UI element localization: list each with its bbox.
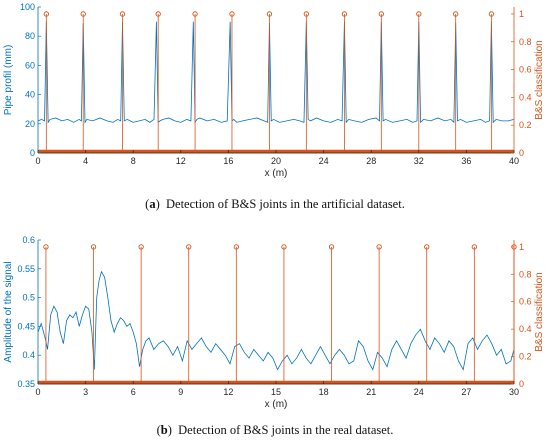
x-tick-label: 24 [319,156,329,166]
stem-marker [119,11,126,17]
stem-marker [80,11,86,17]
panel-b-chart: 0 3 6 9 12 15 18 21 24 27 30 0.35 0.4 0.45 0.5 0.55 0.6 0… [3,235,545,410]
x-tick-label: 0 [35,387,40,397]
y-left-tick-label: 0 [30,148,35,158]
stem-marker [341,11,348,17]
stem-marker [186,244,192,250]
y-right-tick-label: 1 [519,9,524,19]
y-left-tick-label: 60 [25,60,35,70]
x-tick-label: 30 [509,387,519,397]
y-left-tick-label: 0.5 [22,293,35,303]
x-tick-label: 0 [35,156,40,166]
x-tick-label: 21 [366,387,376,397]
x-tick-label: 4 [83,156,88,166]
stem-marker [192,11,198,17]
caption-a: (a) Detection of B&S joints in the artif… [145,197,405,211]
x-tick-label: 16 [223,156,233,166]
y-left-tick-label: 20 [25,119,35,129]
y-left-tick-label: 0.55 [17,264,35,274]
y-left-tick-label: 0.35 [17,379,35,389]
x-tick-label: 28 [366,156,376,166]
x-tick-label: 32 [414,156,424,166]
stem-marker [378,11,384,17]
y-right-tick-label: 1 [519,242,524,252]
x-tick-label: 3 [83,387,88,397]
y-left-tick-label: 0.45 [17,321,35,331]
stem-marker [233,244,239,250]
y-right-tick-label: 0.2 [519,352,532,362]
y-right-tick-label: 0 [519,148,524,158]
stem-marker [488,11,495,17]
y-right-tick-label: 0.6 [519,65,532,75]
x-tick-label: 12 [223,387,233,397]
stem-marker [138,244,144,250]
x-tick-label: 18 [319,387,329,397]
caption-a-text: Detection of B&S joints in the artificia… [166,197,405,211]
y-right-tick-label: 0 [519,379,524,389]
x-tick-label: 20 [271,156,281,166]
x-tick-label: 40 [509,156,519,166]
x-tick-label: 24 [414,387,424,397]
x-tick-label: 27 [461,387,471,397]
caption-b: (b) Detection of B&S joints in the real … [156,423,394,437]
y-left-tick-label: 0.4 [22,350,35,360]
x-tick-label: 15 [271,387,281,397]
stem-marker [328,244,335,250]
y-left-tick-label: 80 [25,31,35,41]
y-left-tick-label: 40 [25,90,35,100]
stem-marker [90,244,97,250]
y-left-axis-label: Pipe profil (mm) [3,45,14,116]
x-axis-label: x (m) [265,399,288,410]
x-tick-label: 12 [176,156,186,166]
y-right-tick-label: 0.4 [519,92,532,102]
stem-marker [376,244,382,250]
y-right-axis-label: B&S classification [534,40,545,119]
x-tick-label: 6 [131,387,136,397]
stem-marker [155,11,161,17]
stem-marker [471,244,477,250]
y-right-tick-label: 0.4 [519,324,532,334]
stem-marker [43,11,49,17]
x-tick-label: 36 [461,156,471,166]
y-right-tick-label: 0.2 [519,120,532,130]
x-axis-label: x (m) [265,168,288,179]
caption-b-tag: b [160,423,168,437]
stem-marker [281,244,287,250]
y-right-axis-label: B&S classification [534,272,545,351]
signal-line [37,21,515,124]
y-right-tick-label: 0.8 [519,269,532,279]
stem-marker [43,244,49,250]
caption-a-tag: a [149,197,156,211]
stem-marker [424,244,430,250]
stem-marker [453,11,459,17]
x-tick-label: 8 [131,156,136,166]
y-left-tick-label: 0.6 [22,235,35,245]
y-left-tick-label: 100 [20,2,35,12]
stem-marker [266,11,273,17]
signal-line [37,270,515,371]
stem-marker [229,11,235,17]
x-tick-label: 9 [178,387,183,397]
y-right-tick-label: 0.8 [519,37,532,47]
stem-marker [416,11,422,17]
y-right-tick-label: 0.6 [519,297,532,307]
caption-b-text: Detection of B&S joints in the real data… [178,423,394,437]
y-left-axis-label: Amplitude of the signal [3,261,14,362]
panel-a-chart: 0 4 8 12 16 20 24 28 32 36 4002040608010000.20.40.… [3,2,545,179]
stem-marker [303,11,309,17]
